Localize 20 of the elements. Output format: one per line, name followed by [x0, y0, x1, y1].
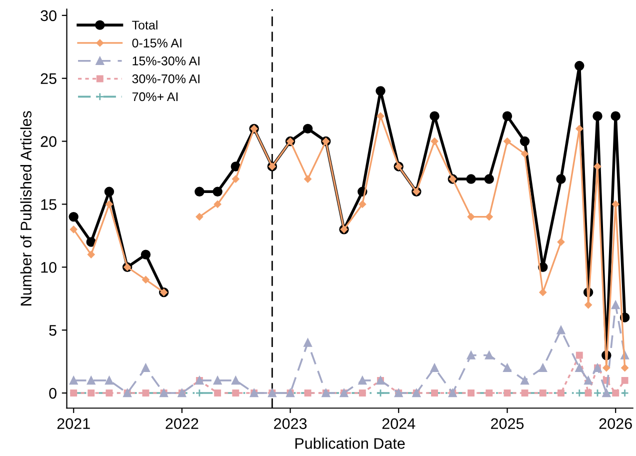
- x-tick-label: 2021: [57, 418, 90, 430]
- legend-label: 70%+ AI: [132, 92, 178, 102]
- legend-label: Total: [132, 20, 158, 30]
- legend-label: 15%-30% AI: [132, 56, 200, 66]
- x-tick-label: 2025: [491, 418, 524, 430]
- y-tick-label: 25: [40, 73, 56, 84]
- y-tick-label: 15: [41, 199, 56, 210]
- x-tick-label: 2024: [382, 418, 416, 430]
- x-tick-label: 2022: [166, 418, 198, 430]
- x-tick-label: 2023: [274, 418, 307, 430]
- x-tick-label: 2026: [599, 418, 632, 430]
- y-tick-label: 30: [40, 10, 56, 22]
- y-axis-title: Number of Published Articles: [20, 111, 32, 306]
- y-tick-label: 10: [41, 262, 56, 273]
- y-tick-label: 0: [49, 388, 56, 399]
- y-tick-label: 5: [49, 325, 56, 336]
- legend-label: 30%-70% AI: [132, 74, 200, 84]
- x-axis-title: Publication Date: [295, 438, 405, 449]
- legend-label: 0-15% AI: [132, 38, 182, 48]
- y-tick-label: 20: [40, 136, 56, 147]
